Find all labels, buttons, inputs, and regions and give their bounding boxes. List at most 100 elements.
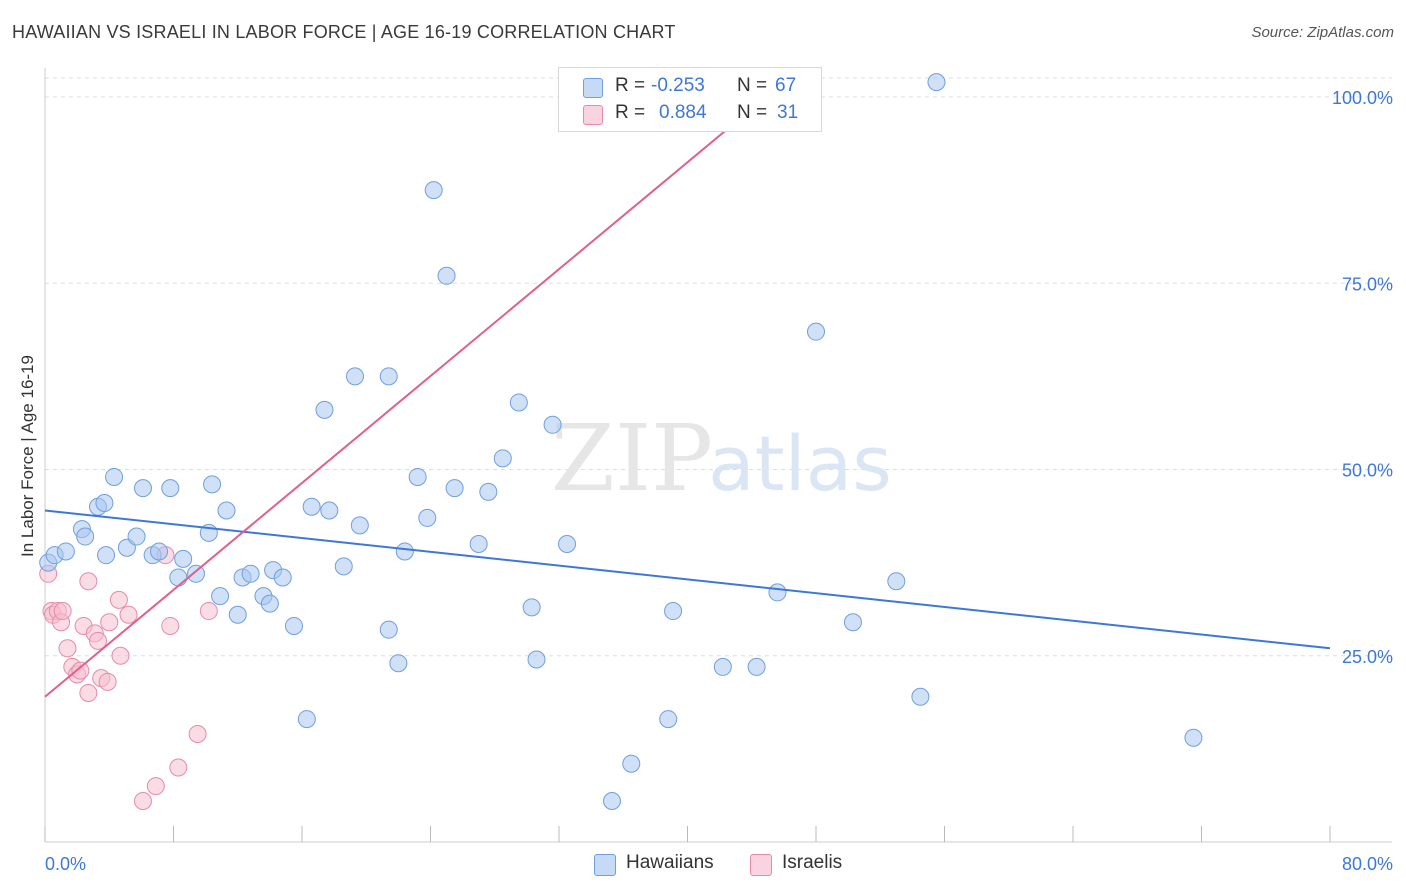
- hawaiian-point: [186, 564, 205, 583]
- hawaiian-point: [379, 367, 398, 386]
- israeli-point: [161, 616, 180, 635]
- israeli-point: [119, 605, 138, 624]
- hawaiians-points: [39, 73, 1203, 811]
- legend-r-value: -0.253: [651, 75, 705, 96]
- hawaiian-point: [174, 549, 193, 568]
- hawaiian-point: [768, 583, 787, 602]
- legend-swatch-israelis: [583, 105, 603, 125]
- hawaiian-point: [713, 657, 732, 676]
- israelis-trend-line: [44, 81, 785, 698]
- hawaiian-point: [522, 598, 541, 617]
- hawaiian-point: [315, 400, 334, 419]
- hawaiian-point: [56, 542, 75, 561]
- hawaiian-point: [659, 710, 678, 729]
- watermark-zip: ZIP: [551, 405, 713, 512]
- hawaiian-point: [664, 602, 683, 621]
- hawaiian-point: [334, 557, 353, 576]
- hawaiian-point: [911, 687, 930, 706]
- hawaiian-point: [169, 568, 188, 587]
- hawaiian-point: [320, 501, 339, 520]
- y-tick-label: 100.0%: [1332, 88, 1393, 108]
- legend-swatch-israelis: [750, 854, 772, 876]
- hawaiian-point: [203, 475, 222, 494]
- legend-n-label: N =: [737, 102, 768, 123]
- hawaiian-point: [260, 594, 279, 613]
- y-tick-label: 25.0%: [1342, 647, 1393, 667]
- hawaiian-point: [97, 546, 116, 565]
- israeli-point: [71, 661, 90, 680]
- hawaiian-point: [543, 415, 562, 434]
- hawaiian-point: [379, 620, 398, 639]
- hawaiian-point: [887, 572, 906, 591]
- legend-r-label: R =: [615, 102, 646, 123]
- israeli-point: [100, 613, 119, 632]
- x-tick-label-max: 80.0%: [1342, 854, 1393, 874]
- hawaiian-point: [1184, 728, 1203, 747]
- chart-title: HAWAIIAN VS ISRAELI IN LABOR FORCE | AGE…: [12, 22, 676, 42]
- hawaiian-point: [95, 494, 114, 513]
- y-tick-label: 75.0%: [1342, 274, 1393, 294]
- israeli-point: [98, 672, 117, 691]
- hawaiian-point: [437, 266, 456, 285]
- legend-r-value: 0.884: [659, 102, 707, 123]
- israeli-point: [53, 602, 72, 621]
- israeli-point: [146, 777, 165, 796]
- hawaiian-point: [284, 616, 303, 635]
- israeli-point: [133, 792, 152, 811]
- legend-n-value: 31: [777, 102, 799, 123]
- israeli-point: [109, 590, 128, 609]
- hawaiian-point: [527, 650, 546, 669]
- israeli-point: [169, 758, 188, 777]
- hawaiian-point: [927, 73, 946, 92]
- correlation-legend: R = -0.253 N = 67 R = 0.884 N = 31: [558, 67, 822, 132]
- hawaiian-point: [241, 564, 260, 583]
- hawaiian-point: [493, 449, 512, 468]
- hawaiian-point: [843, 613, 862, 632]
- hawaiian-point: [127, 527, 146, 546]
- hawaiian-point: [211, 587, 230, 606]
- hawaiian-point: [747, 657, 766, 676]
- hawaiian-point: [346, 367, 365, 386]
- legend-r-label: R =: [615, 75, 646, 96]
- hawaiian-point: [558, 535, 577, 553]
- hawaiian-point: [469, 535, 488, 553]
- hawaiian-point: [133, 479, 152, 498]
- hawaiian-point: [408, 467, 427, 486]
- hawaiian-point: [445, 479, 464, 498]
- legend-swatch-hawaiians: [594, 854, 616, 876]
- hawaiian-point: [350, 516, 369, 535]
- hawaiian-point: [424, 181, 443, 200]
- source-label: Source: ZipAtlas.com: [1251, 24, 1394, 41]
- legend-n-value: 67: [775, 75, 797, 96]
- israeli-point: [111, 646, 130, 665]
- hawaiian-point: [603, 792, 622, 811]
- hawaiian-point: [622, 754, 641, 773]
- axes: [44, 68, 1392, 843]
- hawaiian-point: [76, 527, 95, 546]
- hawaiian-point: [273, 568, 292, 587]
- legend-label-hawaiians: Hawaiians: [626, 852, 714, 873]
- hawaiian-point: [509, 393, 528, 412]
- hawaiian-point: [161, 479, 180, 498]
- watermark-atlas: atlas: [708, 419, 892, 508]
- israeli-point: [79, 684, 98, 702]
- legend-swatch-hawaiians: [583, 78, 603, 98]
- legend-n-label: N =: [737, 75, 768, 96]
- israeli-point: [199, 602, 218, 621]
- hawaiian-point: [228, 605, 247, 624]
- hawaiian-point: [395, 542, 414, 561]
- hawaiians-trend-line: [44, 509, 1331, 650]
- hawaiian-point: [807, 322, 825, 341]
- x-tick-label-min: 0.0%: [45, 854, 86, 874]
- hawaiian-point: [479, 482, 498, 501]
- hawaiian-point: [217, 501, 236, 520]
- hawaiian-point: [389, 654, 408, 673]
- legend-label-israelis: Israelis: [782, 852, 843, 873]
- hawaiian-point: [150, 542, 169, 561]
- hawaiian-point: [297, 710, 316, 729]
- israelis-points: [39, 73, 716, 811]
- israeli-point: [188, 724, 207, 743]
- y-tick-label: 50.0%: [1342, 461, 1393, 481]
- hawaiian-point: [302, 497, 321, 516]
